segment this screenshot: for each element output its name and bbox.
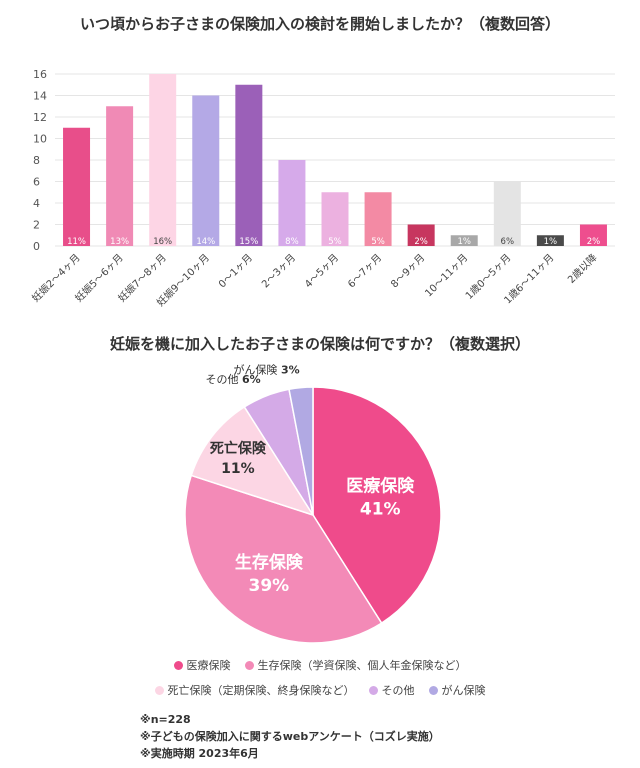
note-survey-source: ※子どもの保険加入に関するwebアンケート（コズレ実施） [140,730,440,743]
legend-dot-other [368,685,378,695]
pie-slice [184,474,383,644]
bar [149,74,177,246]
pie-outer-label-value: 6% [242,373,261,386]
legend-dot-cancer [428,685,438,695]
x-tick-label: 4〜5ヶ月 [302,252,341,291]
bar-data-label: 13% [110,237,129,247]
bar-data-label: 8% [285,237,299,247]
x-tick-label: 10〜11ヶ月 [423,252,471,300]
bar [450,235,478,246]
bar-data-label: 1% [457,237,471,247]
legend-item-death: 死亡保険（定期保険、終身保険など） [154,682,355,698]
bar [106,106,134,246]
legend-label-death: 死亡保険（定期保険、終身保険など） [167,684,355,697]
pie-outer-label-name: がん保険 [233,363,281,377]
bar [192,95,220,246]
bar-data-label: 15% [239,237,258,247]
legend-label-cancer: がん保険 [441,684,486,697]
legend-label-medical: 医療保険 [186,659,231,672]
pie-chart: 医療保険 41% 生存保険 39% 死亡保険 11% その他 6%がん保険 3% [184,363,442,644]
bar [579,224,607,246]
x-tick-label: 2歳以降 [565,251,600,286]
pie-slice-value: 39% [249,576,290,596]
bar [321,192,349,246]
x-tick-label: 8〜9ヶ月 [389,252,428,291]
x-tick-label: 6〜7ヶ月 [345,252,384,291]
x-tick-label: 0〜1ヶ月 [216,252,255,291]
legend-label-other: その他 [381,684,415,697]
bar-data-label: 1% [544,237,558,247]
note-sample-size: ※n=228 [140,713,191,726]
legend-item-survival: 生存保険（学資保険、個人年金保険など） [244,657,467,673]
bar [278,160,306,246]
legend-item-medical: 医療保険 [173,657,231,673]
legend-item-other: その他 [368,682,415,698]
bar [364,192,392,246]
bar [536,235,564,246]
pie-chart-title: 妊娠を機に加入したお子さまの保険は何ですか？（複数選択） [109,335,530,353]
bar-data-label: 6% [501,237,515,247]
bar-chart-title: いつ頃からお子さまの保険加入の検討を開始しましたか？（複数回答） [79,15,560,33]
x-tick-label: 2〜3ヶ月 [259,252,298,291]
pie-outer-label-value: 3% [281,364,300,377]
y-tick-label: 12 [33,111,47,124]
legend-item-cancer: がん保険 [428,682,486,698]
bar [235,84,263,246]
pie-slice [288,386,314,516]
bar [493,181,521,246]
note-survey-date: ※実施時期 2023年6月 [140,747,259,760]
y-tick-label: 0 [33,240,40,253]
y-tick-label: 2 [33,219,40,232]
bar [407,224,435,246]
pie-legend: 医療保険 生存保険（学資保険、個人年金保険など） 死亡保険（定期保険、終身保険な… [0,657,640,707]
y-tick-label: 14 [33,90,47,103]
legend-row-1: 医療保険 生存保険（学資保険、個人年金保険など） [0,657,640,673]
pie-slice-value: 41% [360,499,401,519]
pie-slice-value: 11% [221,461,255,477]
bar [63,127,91,246]
bar-chart: 024681012141611%妊娠2〜4ヶ月13%妊娠5〜6ヶ月16%妊娠7〜… [29,68,615,309]
legend-row-2: 死亡保険（定期保険、終身保険など） その他 がん保険 [0,682,640,698]
bar-data-label: 5% [328,237,342,247]
bar-data-label: 16% [153,237,172,247]
pie-slice-label: 死亡保険 [209,440,267,457]
legend-dot-survival [244,660,254,670]
pie-slice-outer-label: がん保険 3% [233,363,299,377]
bar-data-label: 11% [67,237,86,247]
bar-data-label: 5% [371,237,385,247]
legend-dot-medical [173,660,183,670]
bar-data-label: 2% [414,237,428,247]
survey-notes: ※n=228 ※子どもの保険加入に関するwebアンケート（コズレ実施） ※実施時… [140,711,440,762]
y-tick-label: 8 [33,154,40,167]
pie-slice-outer-label: その他 6% [206,373,261,386]
y-tick-label: 10 [33,133,47,146]
y-tick-label: 6 [33,176,40,189]
pie-slice-label: 生存保険 [235,552,304,573]
legend-dot-death [154,685,164,695]
pie-outer-label-name: その他 [206,373,243,386]
y-tick-label: 4 [33,197,40,210]
y-tick-label: 16 [33,68,47,81]
pie-slice-label: 医療保険 [346,475,415,496]
pie-slice [190,405,315,517]
bar-data-label: 2% [587,237,601,247]
bar-data-label: 14% [196,237,215,247]
legend-label-survival: 生存保険（学資保険、個人年金保険など） [257,659,467,672]
